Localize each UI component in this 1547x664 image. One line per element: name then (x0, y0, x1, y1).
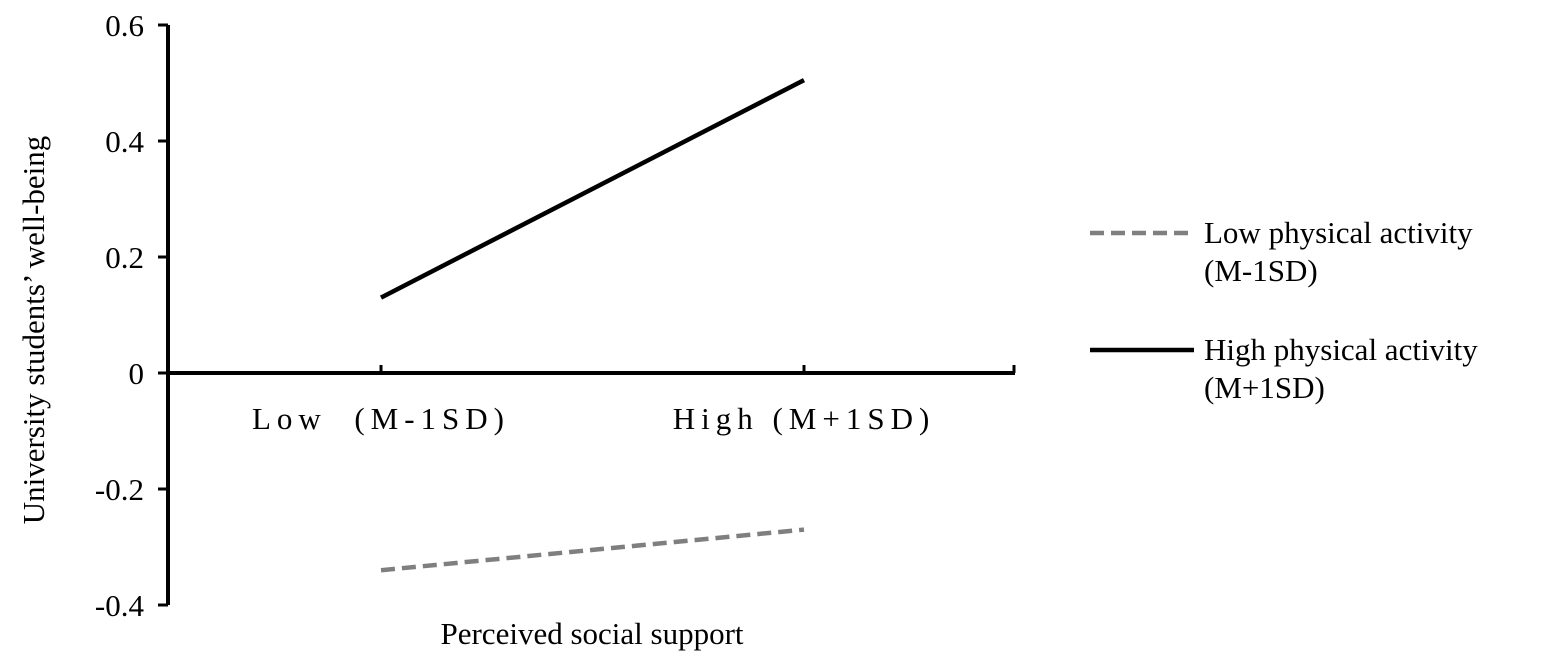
y-tick-label: 0.4 (105, 124, 144, 159)
legend-label: Low physical activity (1204, 215, 1473, 250)
series-line (379, 78, 806, 300)
legend-label: (M+1SD) (1204, 370, 1325, 405)
y-tick-label: -0.2 (95, 472, 144, 507)
y-tick-label: 0 (129, 356, 145, 391)
y-tick-label: -0.4 (95, 588, 145, 623)
legend-label: High physical activity (1204, 332, 1478, 367)
x-axis-title: Perceived social support (440, 616, 743, 651)
axes: 0.6 0.4 0.2 0 -0.2 -0.4 Low (M-1SD) High (M+1SD… (16, 8, 1016, 651)
y-tick-label: 0.2 (105, 240, 144, 275)
y-tick-label: 0.6 (105, 8, 144, 43)
legend-label: (M-1SD) (1204, 253, 1318, 288)
y-axis-title: University students’ well-being (16, 136, 51, 525)
legend: Low physical activity(M-1SD) High physica… (1090, 215, 1478, 405)
series-line (380, 527, 805, 573)
x-category-label: Low (M-1SD) (252, 401, 510, 436)
series-lines (379, 78, 806, 573)
x-category-label: High (M+1SD) (673, 401, 936, 436)
